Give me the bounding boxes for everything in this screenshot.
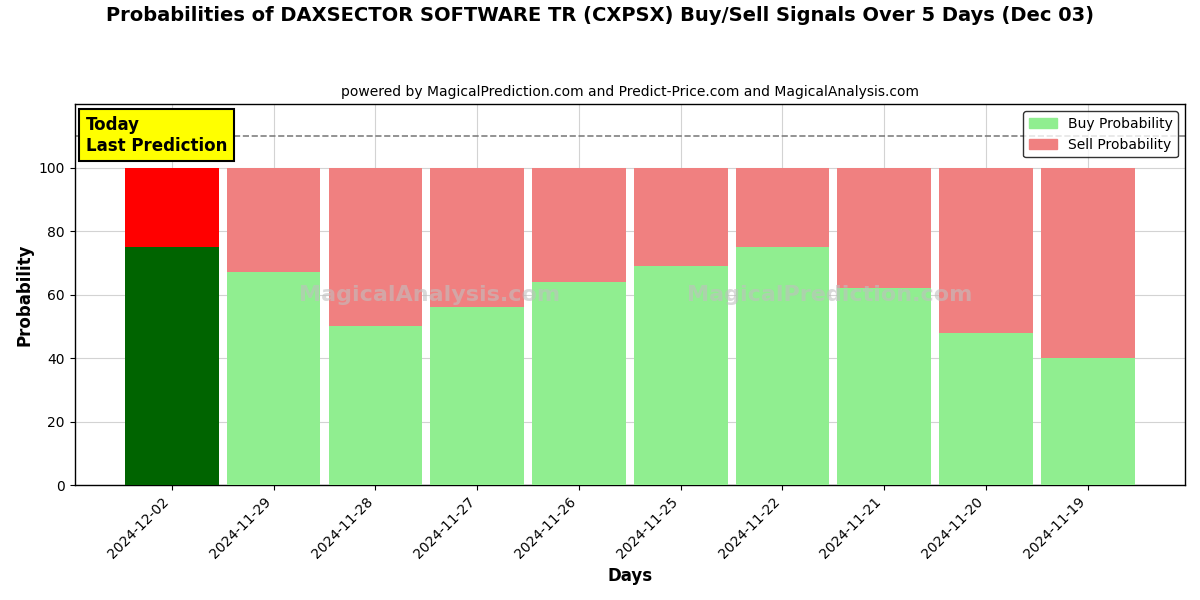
Bar xyxy=(634,266,727,485)
Bar xyxy=(1040,358,1134,485)
Bar xyxy=(125,168,218,247)
Bar xyxy=(838,168,931,289)
Legend: Buy Probability, Sell Probability: Buy Probability, Sell Probability xyxy=(1024,111,1178,157)
Bar xyxy=(838,289,931,485)
Bar xyxy=(736,168,829,247)
Bar xyxy=(227,168,320,272)
X-axis label: Days: Days xyxy=(607,567,653,585)
Bar xyxy=(736,247,829,485)
Bar xyxy=(329,326,422,485)
Text: Probabilities of DAXSECTOR SOFTWARE TR (CXPSX) Buy/Sell Signals Over 5 Days (Dec: Probabilities of DAXSECTOR SOFTWARE TR (… xyxy=(106,6,1094,25)
Text: MagicalAnalysis.com: MagicalAnalysis.com xyxy=(300,285,560,305)
Bar xyxy=(431,307,524,485)
Y-axis label: Probability: Probability xyxy=(16,244,34,346)
Bar xyxy=(940,333,1033,485)
Title: powered by MagicalPrediction.com and Predict-Price.com and MagicalAnalysis.com: powered by MagicalPrediction.com and Pre… xyxy=(341,85,919,99)
Bar xyxy=(940,168,1033,333)
Text: Today
Last Prediction: Today Last Prediction xyxy=(85,116,227,155)
Text: MagicalPrediction.com: MagicalPrediction.com xyxy=(688,285,972,305)
Bar xyxy=(532,282,625,485)
Bar xyxy=(634,168,727,266)
Bar xyxy=(1040,168,1134,358)
Bar xyxy=(125,247,218,485)
Bar xyxy=(532,168,625,282)
Bar xyxy=(329,168,422,326)
Bar xyxy=(227,272,320,485)
Bar xyxy=(431,168,524,307)
